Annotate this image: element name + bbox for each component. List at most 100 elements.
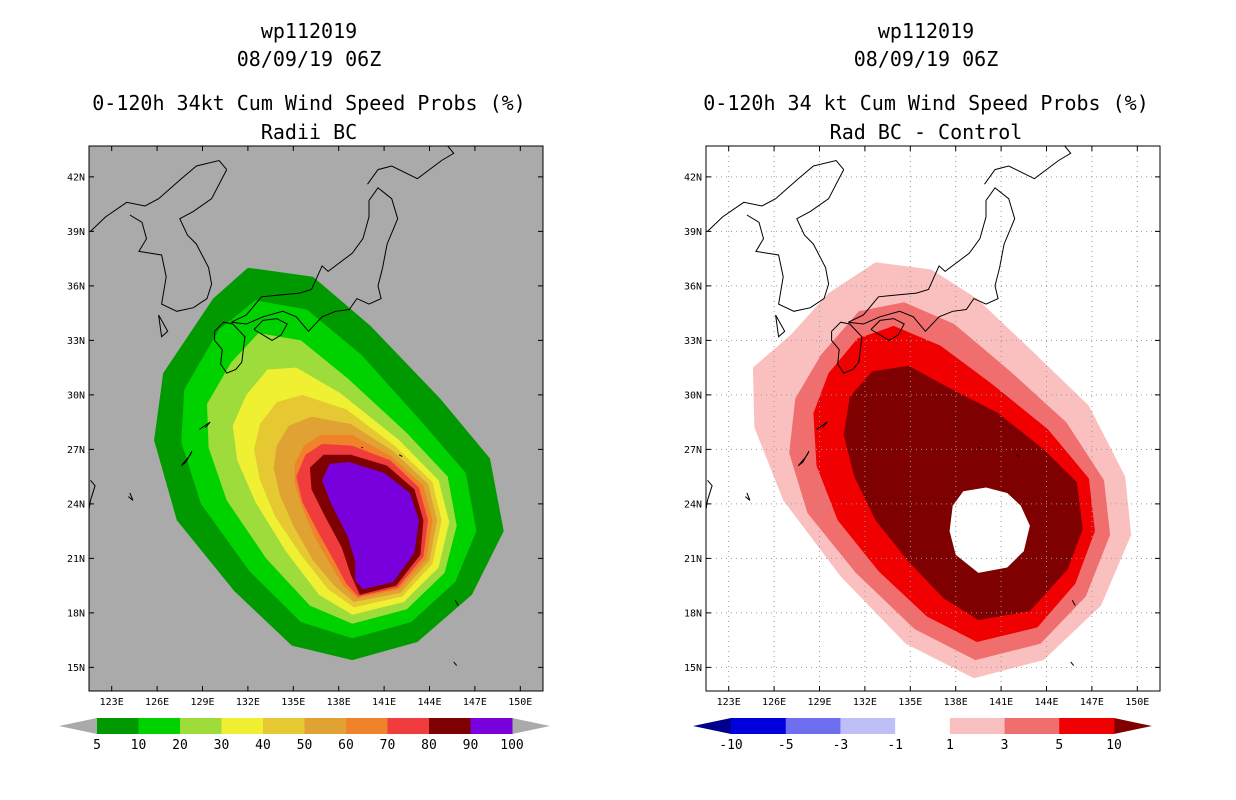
colorbar-swatch [470,718,513,734]
left-title: 0-120h 34kt Cum Wind Speed Probs (%) [92,91,525,115]
left-axis-ticks: 123E 126E 129E 132E 135E 138E 141E 144E 147E 150E… [67,146,543,708]
coastline [744,492,751,501]
lat-label: 27N [684,445,702,456]
colorbar-swatch [895,718,951,734]
right-title: 0-120h 34 kt Cum Wind Speed Probs (%) [703,91,1149,115]
colorbar-swatch [1059,718,1115,734]
lat-label: 36N [684,281,702,292]
lon-label: 147E [1080,697,1104,708]
coastline [231,187,399,333]
left-map-frame [88,145,544,692]
coastline [453,661,458,666]
lon-label: 132E [853,697,877,708]
lat-label: 15N [684,663,702,674]
colorbar-label: 3 [1001,738,1009,753]
lat-label: 33N [67,336,85,347]
coastline [870,318,905,341]
contour-blank [949,487,1030,573]
colorbar-below-triangle [59,718,97,734]
colorbar-label: 5 [1055,738,1063,753]
colorbar-swatch [387,718,430,734]
coastline [848,187,1016,333]
lat-label: 39N [67,227,85,238]
coastline [129,169,228,312]
colorbar-label: 70 [380,738,396,753]
colorbar-label: 80 [421,738,437,753]
left-probability-contours [154,267,504,661]
left-colorbar: 5 10 20 30 40 50 60 70 80 90 100 [59,718,550,753]
right-datetime: 08/09/19 06Z [854,47,999,71]
right-gridlines [706,146,1160,691]
colorbar-label: -1 [887,738,903,753]
lon-label: 141E [372,697,396,708]
lon-label: 123E [100,697,124,708]
colorbar-label: 1 [946,738,954,753]
right-map-frame [705,145,1161,692]
coastline [831,321,863,374]
lat-label: 30N [684,390,702,401]
lat-label: 24N [67,499,85,510]
lon-label: 135E [281,697,305,708]
colorbar-swatch [346,718,388,734]
colorbar-above-triangle [1114,718,1152,734]
coastline [746,169,845,312]
lat-label: 18N [67,608,85,619]
coastline [398,454,403,458]
lon-label: 147E [463,697,487,708]
colorbar-swatch [949,718,1006,734]
lon-label: 123E [717,697,741,708]
coastline [1071,599,1076,606]
right-storm-id: wp112019 [878,19,974,43]
colorbar-swatch [840,718,896,734]
colorbar-label: -3 [833,738,849,753]
lon-label: 144E [1034,697,1058,708]
coastline [984,146,1072,185]
right-subtitle: Rad BC - Control [830,120,1023,144]
right-difference-contours [752,262,1132,679]
lon-label: 135E [898,697,922,708]
colorbar-swatch [180,718,222,734]
coastline [706,479,713,513]
colorbar-swatch [731,718,787,734]
coastline [1015,454,1020,458]
lon-label: 126E [762,697,786,708]
coastline [1070,661,1075,666]
coastline [89,479,96,513]
lat-label: 15N [67,663,85,674]
colorbar-swatch [1004,718,1060,734]
lat-label: 24N [684,499,702,510]
lon-label: 141E [989,697,1013,708]
coastline [253,318,288,341]
coastline [775,314,786,338]
lon-label: 129E [190,697,214,708]
colorbar-label: 20 [172,738,188,753]
colorbar-swatch [304,718,347,734]
right-colorbar: -10 -5 -3 -1 1 3 5 10 [693,718,1152,753]
right-panel: wp112019 08/09/19 06Z 0-120h 34 kt Cum W… [684,19,1161,753]
colorbar-swatch [138,718,181,734]
colorbar-label: -10 [719,738,742,753]
lat-label: 21N [67,554,85,565]
coastline [214,321,246,374]
lat-label: 18N [684,608,702,619]
colorbar-label: 10 [131,738,147,753]
lon-label: 129E [807,697,831,708]
colorbar-label: 5 [93,738,101,753]
colorbar-swatch [97,718,139,734]
lat-label: 30N [67,390,85,401]
colorbar-label: 60 [338,738,354,753]
colorbar-swatch [221,718,264,734]
lon-label: 126E [145,697,169,708]
lat-label: 21N [684,554,702,565]
coastline [90,159,228,232]
coastline [158,314,169,338]
lon-label: 150E [508,697,532,708]
lon-label: 132E [236,697,260,708]
colorbar-label: 40 [255,738,271,753]
coastline [180,450,193,467]
coastline [707,159,845,232]
lat-label: 42N [684,172,702,183]
coastline [797,450,810,467]
contour-90 [322,462,419,590]
